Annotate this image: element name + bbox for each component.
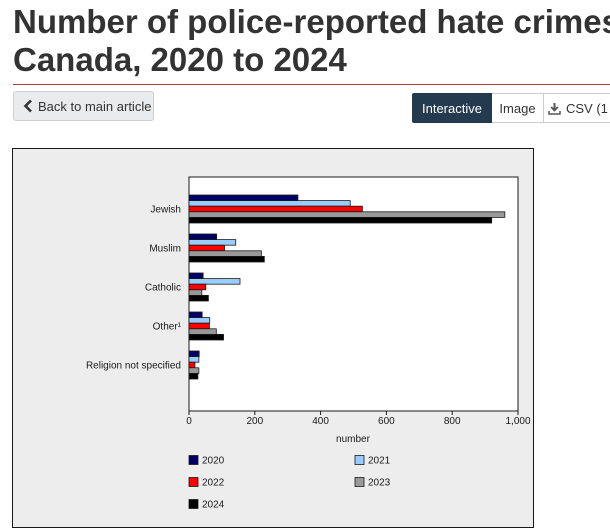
y-tick-label: Other¹ bbox=[153, 322, 182, 333]
page-title-line-1: Number of police-reported hate crimes bbox=[13, 3, 610, 40]
bar-2023-1[interactable] bbox=[188, 250, 262, 257]
bar-2024-2[interactable] bbox=[188, 294, 209, 302]
legend-label-2020: 2020 bbox=[202, 456, 225, 467]
bar-2022-3[interactable] bbox=[188, 322, 210, 330]
tab-interactive-label: Interactive bbox=[422, 100, 482, 116]
bar-2020-0[interactable] bbox=[188, 194, 299, 201]
y-tick-label: Jewish bbox=[150, 205, 181, 216]
bar-2020-4[interactable] bbox=[188, 350, 200, 357]
x-tick-label: 1,000 bbox=[505, 416, 530, 427]
bar-2024-4[interactable] bbox=[188, 372, 199, 380]
y-tick-label: Muslim bbox=[149, 244, 181, 255]
bar-2020-3[interactable] bbox=[188, 311, 203, 318]
bar-2023-2[interactable] bbox=[188, 289, 203, 296]
bar-2022-0[interactable] bbox=[188, 205, 363, 213]
bar-2020-1[interactable] bbox=[188, 233, 218, 240]
x-tick-label: 600 bbox=[378, 416, 395, 427]
x-tick-label: 800 bbox=[444, 416, 461, 427]
download-icon bbox=[548, 102, 561, 115]
chart-container: Jewish Muslim Catholic Other¹ Religion not s… bbox=[12, 148, 534, 528]
legend-label-2024: 2024 bbox=[202, 500, 225, 511]
bar-2022-4[interactable] bbox=[188, 361, 196, 369]
tab-csv-label: CSV (1 k bbox=[566, 100, 610, 116]
legend-swatch-2020[interactable] bbox=[188, 455, 199, 465]
title-divider bbox=[13, 84, 610, 85]
legend-swatch-2023[interactable] bbox=[354, 477, 365, 487]
bar-2024-0[interactable] bbox=[188, 217, 493, 224]
bar-2020-2[interactable] bbox=[188, 272, 204, 279]
page-title-line-2: Canada, 2020 to 2024 bbox=[13, 41, 347, 78]
y-tick-label: Religion not specified bbox=[86, 361, 181, 372]
legend-swatch-2021[interactable] bbox=[354, 455, 365, 465]
chevron-left-icon bbox=[23, 99, 32, 113]
back-button-label: Back to main article bbox=[38, 98, 152, 114]
bar-2024-1[interactable] bbox=[188, 256, 265, 263]
bar-2023-4[interactable] bbox=[188, 367, 200, 374]
page-title: Number of police-reported hate crimes Ca… bbox=[13, 3, 610, 79]
x-tick-label: 400 bbox=[312, 416, 329, 427]
legend-swatch-2022[interactable] bbox=[188, 477, 199, 487]
tab-image[interactable]: Image bbox=[492, 93, 544, 123]
back-to-main-article-button[interactable]: Back to main article bbox=[13, 91, 154, 121]
legend-swatch-2024[interactable] bbox=[188, 499, 199, 509]
y-tick-label: Catholic bbox=[145, 283, 181, 294]
legend-label-2022: 2022 bbox=[202, 478, 225, 489]
bar-2021-0[interactable] bbox=[188, 200, 351, 207]
x-axis-title: number bbox=[336, 434, 371, 445]
bar-2022-1[interactable] bbox=[188, 244, 225, 252]
bar-2023-0[interactable] bbox=[188, 211, 506, 218]
bar-2021-1[interactable] bbox=[188, 239, 237, 246]
legend-label-2023: 2023 bbox=[368, 478, 391, 489]
tab-csv[interactable]: CSV (1 k bbox=[544, 93, 610, 123]
x-tick-label: 200 bbox=[246, 416, 263, 427]
bar-2021-2[interactable] bbox=[188, 278, 241, 285]
tab-interactive[interactable]: Interactive bbox=[412, 93, 492, 123]
bar-2022-2[interactable] bbox=[188, 283, 207, 291]
legend-label-2021: 2021 bbox=[368, 456, 391, 467]
bar-2023-3[interactable] bbox=[188, 328, 217, 335]
bar-2021-4[interactable] bbox=[188, 356, 200, 363]
x-tick-label: 0 bbox=[186, 416, 192, 427]
tab-image-label: Image bbox=[499, 100, 536, 116]
bar-2021-3[interactable] bbox=[188, 317, 211, 324]
bar-2024-3[interactable] bbox=[188, 333, 224, 341]
bar-chart: Jewish Muslim Catholic Other¹ Religion not s… bbox=[86, 176, 531, 511]
